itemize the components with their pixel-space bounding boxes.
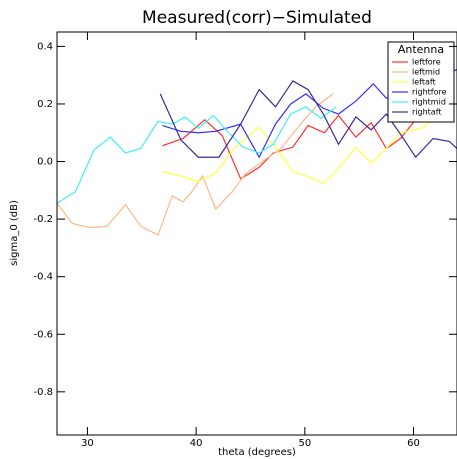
legend-label: rightfore	[412, 88, 447, 97]
legend-label: rightmid	[412, 98, 446, 107]
legend-label: leftmid	[412, 68, 440, 77]
legend-label: rightaft	[412, 108, 442, 117]
x-tick-label: 40	[190, 438, 203, 449]
legend-label: leftaft	[412, 78, 436, 87]
chart-title: Measured(corr)−Simulated	[142, 8, 372, 28]
x-axis-label: theta (degrees)	[218, 447, 296, 458]
legend-label: leftfore	[412, 58, 441, 67]
series-line	[159, 80, 457, 159]
y-tick-label: 0.4	[37, 41, 53, 52]
y-tick-label: -0.2	[33, 214, 53, 225]
legend-box	[387, 41, 455, 123]
series-line	[57, 106, 337, 204]
series-line	[162, 90, 438, 180]
x-tick-label: 50	[298, 438, 311, 449]
plot-lines	[57, 68, 457, 236]
y-tick-label: -0.8	[33, 387, 53, 398]
y-tick-label: -0.6	[33, 329, 53, 340]
y-tick-label: -0.4	[33, 272, 53, 283]
plot-frame	[56, 31, 457, 436]
y-tick-label: 0.2	[37, 99, 53, 110]
x-tick-label: 30	[81, 438, 94, 449]
y-axis-label: sigma_0 (dB)	[9, 200, 20, 266]
legend-title: Antenna	[398, 43, 444, 56]
y-tick-label: 0.0	[37, 157, 53, 168]
series-line	[57, 93, 334, 236]
series-line	[162, 113, 442, 184]
x-tick-label: 60	[407, 438, 420, 449]
